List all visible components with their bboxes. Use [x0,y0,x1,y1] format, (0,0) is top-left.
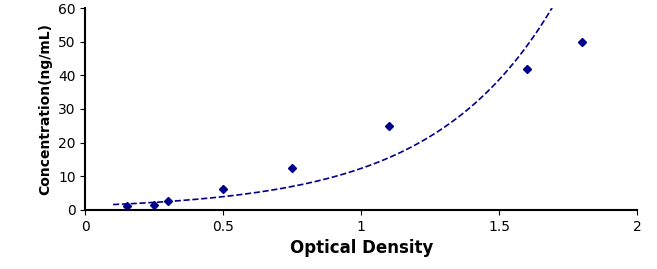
X-axis label: Optical Density: Optical Density [290,239,433,257]
Y-axis label: Concentration(ng/mL): Concentration(ng/mL) [39,23,53,195]
